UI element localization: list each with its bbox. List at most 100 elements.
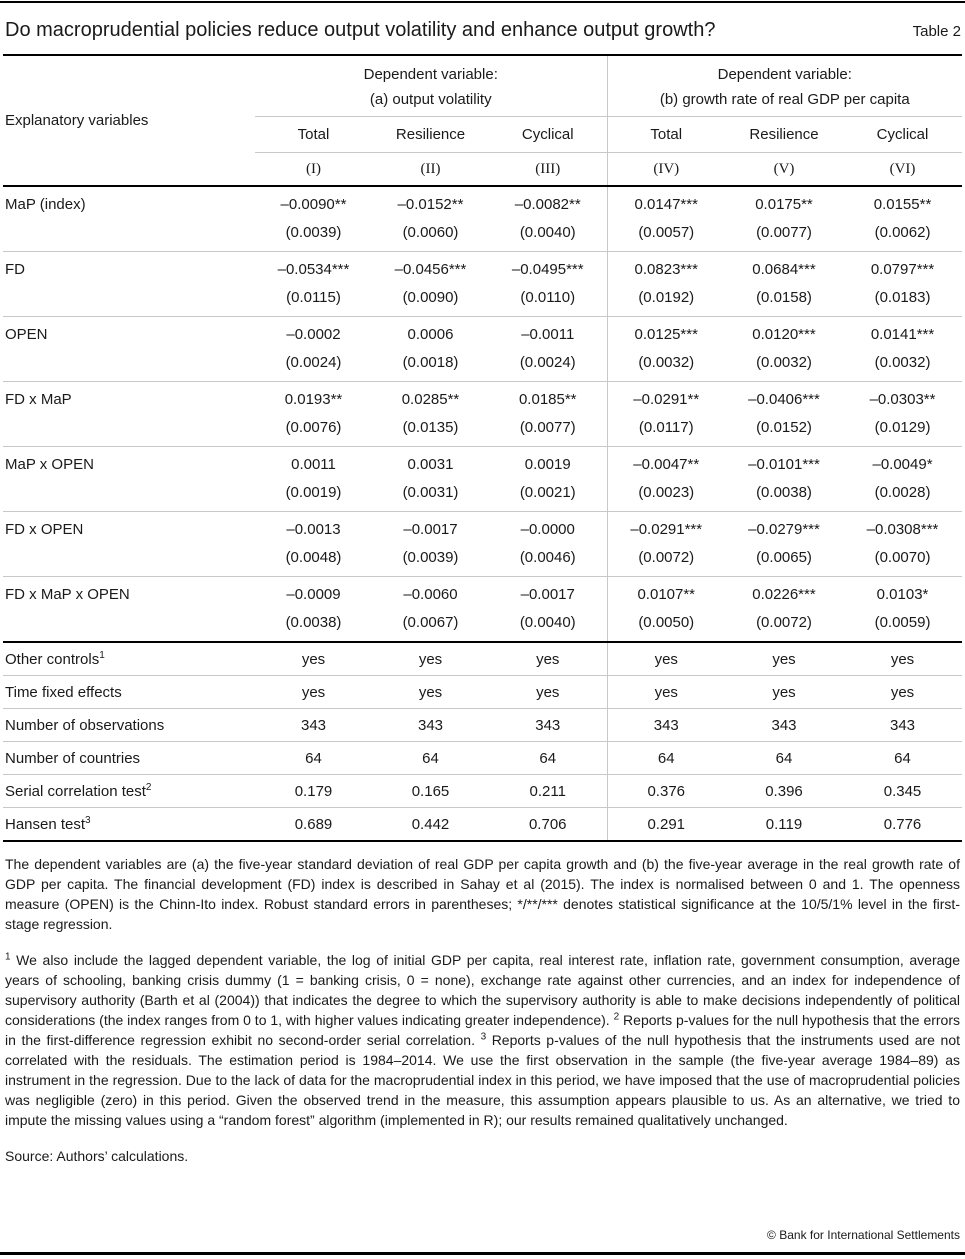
coef-value: –0.0082**: [514, 196, 581, 213]
coef-value: 0.0006: [407, 326, 454, 343]
row-label: FD x OPEN: [3, 511, 255, 577]
coef-value: 0.0107**: [637, 586, 696, 603]
stat-cell: yes: [372, 675, 489, 709]
coef-value: –0.0291***: [630, 521, 703, 538]
stat-cell: yes: [607, 642, 725, 676]
se-value: (0.0110): [520, 289, 576, 306]
coef-value: 0.0175**: [755, 196, 813, 213]
group-b-line1: Dependent variable:: [717, 66, 852, 83]
coef-value: –0.0047**: [633, 456, 700, 473]
coef-cell: 0.0103* (0.0059): [843, 576, 963, 643]
coef-cell: –0.0534*** (0.0115): [255, 251, 372, 317]
table-note-general: The dependent variables are (a) the five…: [5, 856, 960, 932]
stat-cell: 64: [607, 741, 725, 775]
coef-cell: –0.0303** (0.0129): [843, 381, 963, 447]
se-value: (0.0024): [519, 354, 576, 371]
table-footnotes: 1 We also include the lagged dependent v…: [5, 950, 960, 1130]
footnote-1-marker: 1: [5, 951, 11, 963]
col-header: Total: [255, 116, 372, 153]
stat-cell: yes: [725, 642, 843, 676]
coef-cell: –0.0308*** (0.0070): [843, 511, 963, 577]
numeral-header: (III): [489, 152, 608, 187]
se-value: (0.0115): [286, 289, 341, 306]
stat-cell: 0.211: [489, 774, 608, 808]
numeral-header: (I): [255, 152, 372, 187]
coef-cell: 0.0684*** (0.0158): [725, 251, 843, 317]
table-row: FD x OPEN –0.0013 (0.0048) –0.0017 (0.0039…: [3, 511, 963, 577]
footnote-2-text: Reports p-values for the null hypothesis…: [5, 1012, 960, 1048]
se-value: (0.0192): [638, 289, 695, 306]
stat-cell: 343: [725, 708, 843, 742]
row-label: FD x MaP x OPEN: [3, 576, 255, 643]
coef-value: –0.0000: [520, 521, 575, 538]
coef-cell: 0.0031 (0.0031): [372, 446, 489, 512]
coef-cell: –0.0082** (0.0040): [489, 186, 608, 252]
table-row: MaP (index) –0.0090** (0.0039) –0.0152** (…: [3, 186, 963, 252]
coef-value: –0.0534***: [277, 261, 350, 278]
coef-value: 0.0141***: [870, 326, 935, 343]
coef-cell: 0.0193** (0.0076): [255, 381, 372, 447]
coef-cell: 0.0125*** (0.0032): [607, 316, 725, 382]
footnote-marker: 1: [99, 649, 105, 661]
footnote-2-marker: 2: [613, 1011, 620, 1023]
stat-cell: 64: [725, 741, 843, 775]
coef-value: 0.0155**: [873, 196, 932, 213]
stat-cell: 64: [489, 741, 608, 775]
se-value: (0.0040): [519, 614, 576, 631]
stat-cell: 0.291: [607, 807, 725, 842]
se-value: (0.0158): [756, 289, 812, 306]
se-value: (0.0076): [285, 419, 342, 436]
numeral-header: (II): [372, 152, 489, 187]
stat-cell: 0.119: [725, 807, 843, 842]
table-row: Number of observations 343 343 343 343 3…: [3, 708, 963, 742]
table-row: Number of countries 64 64 64 64 64 64: [3, 741, 963, 775]
stat-cell: 343: [489, 708, 608, 742]
stat-cell: yes: [489, 675, 608, 709]
table-number: Table 2: [912, 23, 961, 40]
stat-cell: yes: [843, 675, 963, 709]
se-value: (0.0059): [874, 614, 931, 631]
se-value: (0.0021): [519, 484, 576, 501]
stat-cell: 343: [372, 708, 489, 742]
se-value: (0.0077): [519, 419, 576, 436]
coef-value: –0.0152**: [397, 196, 464, 213]
coef-cell: 0.0141*** (0.0032): [843, 316, 963, 382]
se-value: (0.0057): [638, 224, 695, 241]
coef-value: –0.0406***: [748, 391, 820, 408]
stat-cell: 343: [843, 708, 963, 742]
coef-value: –0.0495***: [511, 261, 584, 278]
stat-cell: 0.689: [255, 807, 372, 842]
coef-value: 0.0125***: [634, 326, 698, 343]
table-notes: The dependent variables are (a) the five…: [3, 854, 962, 1130]
column-header-row: Total Resilience Cyclical Total Resilien…: [3, 116, 963, 153]
stat-cell: 0.776: [843, 807, 963, 842]
coef-value: 0.0823***: [634, 261, 698, 278]
coef-cell: –0.0011 (0.0024): [489, 316, 608, 382]
row-label: OPEN: [3, 316, 255, 382]
page-title: Do macroprudential policies reduce outpu…: [5, 19, 716, 41]
footnote-3-marker: 3: [480, 1031, 487, 1043]
coef-cell: 0.0175** (0.0077): [725, 186, 843, 252]
coef-cell: 0.0797*** (0.0183): [843, 251, 963, 317]
stat-cell: yes: [255, 642, 372, 676]
col-header: Total: [607, 116, 725, 153]
coef-cell: –0.0406*** (0.0152): [725, 381, 843, 447]
se-value: (0.0090): [402, 289, 459, 306]
stat-cell: 343: [255, 708, 372, 742]
se-value: (0.0048): [285, 549, 342, 566]
row-label: Serial correlation test2: [3, 774, 255, 808]
footnote-1-text: We also include the lagged dependent var…: [5, 952, 960, 1028]
se-value: (0.0129): [874, 419, 931, 436]
se-value: (0.0072): [638, 549, 695, 566]
numeral-header-row: (I) (II) (III) (IV) (V) (VI): [3, 152, 963, 187]
table-row: Serial correlation test2 0.179 0.165 0.2…: [3, 774, 963, 808]
group-header-a: Dependent variable: (a) output volatilit…: [255, 55, 608, 117]
se-value: (0.0031): [402, 484, 459, 501]
numeral-header: (VI): [843, 152, 963, 187]
se-value: (0.0152): [756, 419, 812, 436]
row-label-text: Time fixed effects: [5, 683, 122, 701]
coef-value: 0.0120***: [752, 326, 816, 343]
se-value: (0.0040): [519, 224, 576, 241]
se-value: (0.0072): [756, 614, 812, 631]
